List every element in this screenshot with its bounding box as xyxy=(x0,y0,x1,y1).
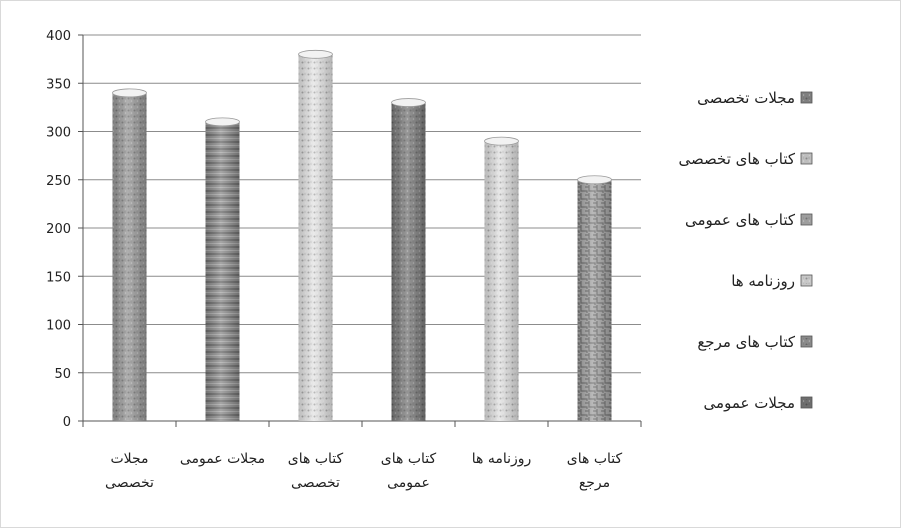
x-category-label: تخصصی xyxy=(291,475,340,491)
legend-label: کتاب های عمومی xyxy=(685,211,796,229)
y-tick-label: 350 xyxy=(46,77,71,92)
legend-item: روزنامه ها xyxy=(731,272,813,290)
bar-cap xyxy=(484,136,519,146)
x-category-label: کتاب های xyxy=(381,451,437,467)
legend-swatch-texture xyxy=(803,399,810,406)
x-category-label: روزنامه ها xyxy=(472,451,532,467)
legend-label: کتاب های مرجع xyxy=(697,333,796,351)
bar-shading xyxy=(577,179,612,421)
bar xyxy=(577,175,612,421)
legend-swatch-texture xyxy=(803,155,810,162)
legend-swatch-texture xyxy=(803,338,810,345)
x-category-label: مجلات xyxy=(110,451,148,467)
legend-item: مجلات تخصصی xyxy=(697,89,813,107)
bar-cap xyxy=(577,175,612,185)
x-category-label: کتاب های xyxy=(288,451,344,467)
bar xyxy=(112,88,147,422)
bar-cap xyxy=(391,98,426,107)
y-tick-label: 250 xyxy=(46,174,71,189)
legend-label: مجلات تخصصی xyxy=(697,89,795,107)
legend-item: مجلات عمومی xyxy=(704,394,813,412)
y-tick-label: 50 xyxy=(54,367,71,382)
legend-label: روزنامه ها xyxy=(731,272,795,290)
bar-cap xyxy=(112,88,147,98)
legend-swatch-texture xyxy=(803,277,810,284)
y-tick-label: 200 xyxy=(46,222,71,237)
legend-swatch-texture xyxy=(803,94,810,101)
legend-label: کتاب های تخصصی xyxy=(679,150,796,168)
legend-label: مجلات عمومی xyxy=(704,394,795,412)
x-category-label: مجلات عمومی xyxy=(180,451,265,467)
bar xyxy=(205,117,240,421)
x-category-label: عمومی xyxy=(387,475,430,491)
legend-item: کتاب های عمومی xyxy=(685,211,813,229)
bars xyxy=(112,49,612,422)
legend-item: کتاب های مرجع xyxy=(697,333,813,351)
bar xyxy=(484,136,519,421)
y-tick-label: 0 xyxy=(63,415,71,430)
category-labels: مجلات تخصصی مجلات عمومی کتاب های تخصصی کتاب ه… xyxy=(105,451,622,491)
legend-item: کتاب های تخصصی xyxy=(679,150,813,168)
bar-shading xyxy=(298,54,333,422)
y-tick-label: 150 xyxy=(46,270,71,285)
y-tick-label: 400 xyxy=(46,29,71,44)
y-tick-label: 100 xyxy=(46,319,71,334)
bar-shading xyxy=(484,141,519,421)
y-tick-labels: 0 50 100 150 200 250 300 350 400 xyxy=(46,29,71,430)
legend: مجلات تخصصی کتاب های تخصصی کتاب های عمومی ر… xyxy=(679,89,813,412)
legend-swatch-texture xyxy=(803,216,810,223)
gridlines xyxy=(78,34,641,422)
x-category-label: تخصصی xyxy=(105,475,154,491)
x-category-label: کتاب های xyxy=(567,451,623,467)
bar-cap xyxy=(205,117,240,127)
bar-shading xyxy=(205,121,240,421)
x-category-label: مرجع xyxy=(579,475,610,491)
bar-shading xyxy=(112,92,147,422)
bar-shading xyxy=(391,102,426,422)
axes xyxy=(82,35,642,427)
bar xyxy=(391,98,426,422)
y-tick-label: 300 xyxy=(46,126,71,141)
bar xyxy=(298,49,333,422)
bar-cap xyxy=(298,49,333,59)
